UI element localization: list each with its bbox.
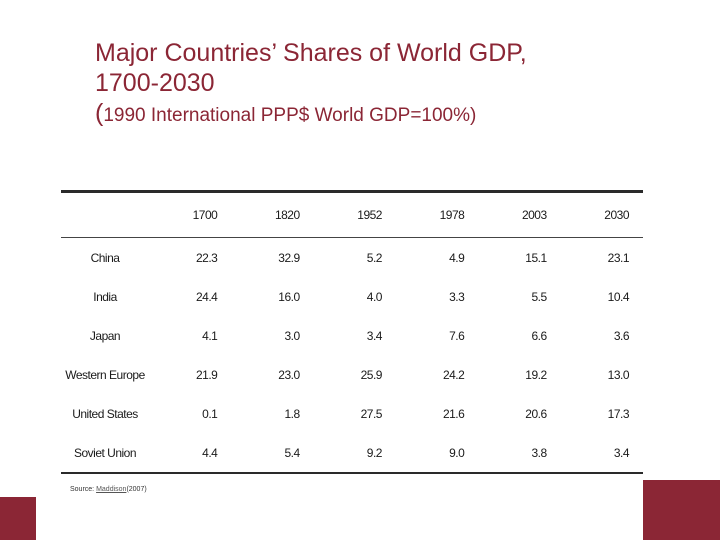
table-cell: 19.2 — [525, 367, 547, 382]
table-row: China 22.3 32.9 5.2 4.9 15.1 23.1 — [61, 238, 643, 278]
table-cell: 9.2 — [366, 445, 383, 460]
table-cell: 13.0 — [607, 367, 630, 382]
table-cell: 20.6 — [525, 406, 547, 421]
row-country: India — [93, 289, 117, 304]
table-cell: 15.1 — [525, 250, 547, 265]
table-cell: 4.0 — [366, 289, 383, 304]
row-country: Japan — [89, 328, 121, 343]
table-cell: 24.2 — [442, 367, 465, 382]
source-citation: Source: Maddison(2007) — [70, 486, 147, 493]
row-country: Soviet Union — [73, 445, 137, 460]
source-label: Source: — [70, 486, 95, 493]
decorative-block-right — [643, 480, 720, 540]
table-row: United States 0.1 1.8 27.5 21.6 20.6 17.… — [61, 394, 643, 433]
row-country: China — [90, 250, 120, 265]
table-cell: 17.3 — [607, 406, 630, 421]
source-author: Maddison — [96, 486, 127, 493]
header-cell-1952: 1952 — [313, 193, 396, 238]
table-cell: 7.6 — [449, 328, 465, 343]
table-cell: 3.3 — [449, 289, 465, 304]
gdp-share-table: 1700 1820 1952 1978 2003 2030 China 22.3… — [61, 190, 643, 474]
table-cell: 5.4 — [284, 445, 300, 460]
table-cell: 6.6 — [531, 328, 547, 343]
table-cell: 3.6 — [613, 328, 630, 343]
table-cell: 16.0 — [278, 289, 300, 304]
table-cell: 3.4 — [366, 328, 383, 343]
header-cell-2003: 2003 — [478, 193, 561, 238]
table-row: India 24.4 16.0 4.0 3.3 5.5 10.4 — [61, 277, 643, 316]
header-cell-1700: 1700 — [149, 193, 232, 238]
table-cell: 22.3 — [195, 250, 218, 265]
source-year: (2007) — [126, 486, 147, 493]
table-cell: 5.5 — [531, 289, 547, 304]
title-line-3: (1990 International PPP$ World GDP=100%) — [95, 98, 695, 131]
header-cell-2030: 2030 — [560, 193, 643, 238]
table-cell: 4.9 — [449, 250, 465, 265]
table-cell: 5.2 — [366, 250, 383, 265]
data-table: 1700 1820 1952 1978 2003 2030 China 22.3… — [61, 193, 643, 472]
table-header-row: 1700 1820 1952 1978 2003 2030 — [61, 193, 643, 238]
header-cell-blank — [61, 193, 149, 238]
table-cell: 25.9 — [360, 367, 383, 382]
table-cell: 9.0 — [449, 445, 465, 460]
table-cell: 21.9 — [195, 367, 218, 382]
title-subtitle-text: 1990 International PPP$ World GDP=100% — [103, 105, 471, 126]
table-cell: 24.4 — [195, 289, 218, 304]
title-line-2: 1700-2030 — [95, 69, 215, 97]
table-cell: 23.0 — [278, 367, 300, 382]
table-row: Japan 4.1 3.0 3.4 7.6 6.6 3.6 — [61, 316, 643, 355]
table-cell: 23.1 — [607, 250, 630, 265]
title-paren-close: ) — [470, 105, 477, 126]
table-cell: 3.8 — [531, 445, 547, 460]
decorative-block-left — [0, 497, 36, 540]
header-cell-1820: 1820 — [231, 193, 314, 238]
table-cell: 10.4 — [607, 289, 630, 304]
table-row: Soviet Union 4.4 5.4 9.2 9.0 3.8 3.4 — [61, 433, 643, 472]
table-cell: 3.4 — [613, 445, 630, 460]
table-row: Western Europe 21.9 23.0 25.9 24.2 19.2 … — [61, 355, 643, 394]
table-cell: 4.1 — [202, 328, 218, 343]
table-cell: 0.1 — [202, 406, 218, 421]
table-cell: 27.5 — [360, 406, 383, 421]
header-cell-1978: 1978 — [395, 193, 479, 238]
table-cell: 21.6 — [442, 406, 465, 421]
row-country: United States — [72, 406, 138, 421]
table-cell: 4.4 — [202, 445, 218, 460]
title-paren-open: ( — [95, 99, 104, 127]
title-line-1: Major Countries’ Shares of World GDP, — [95, 39, 527, 67]
table-cell: 3.0 — [284, 328, 300, 343]
slide-title: Major Countries’ Shares of World GDP, 17… — [95, 38, 695, 131]
table-cell: 32.9 — [278, 250, 300, 265]
row-country: Western Europe — [65, 367, 145, 382]
table-cell: 1.8 — [284, 406, 300, 421]
